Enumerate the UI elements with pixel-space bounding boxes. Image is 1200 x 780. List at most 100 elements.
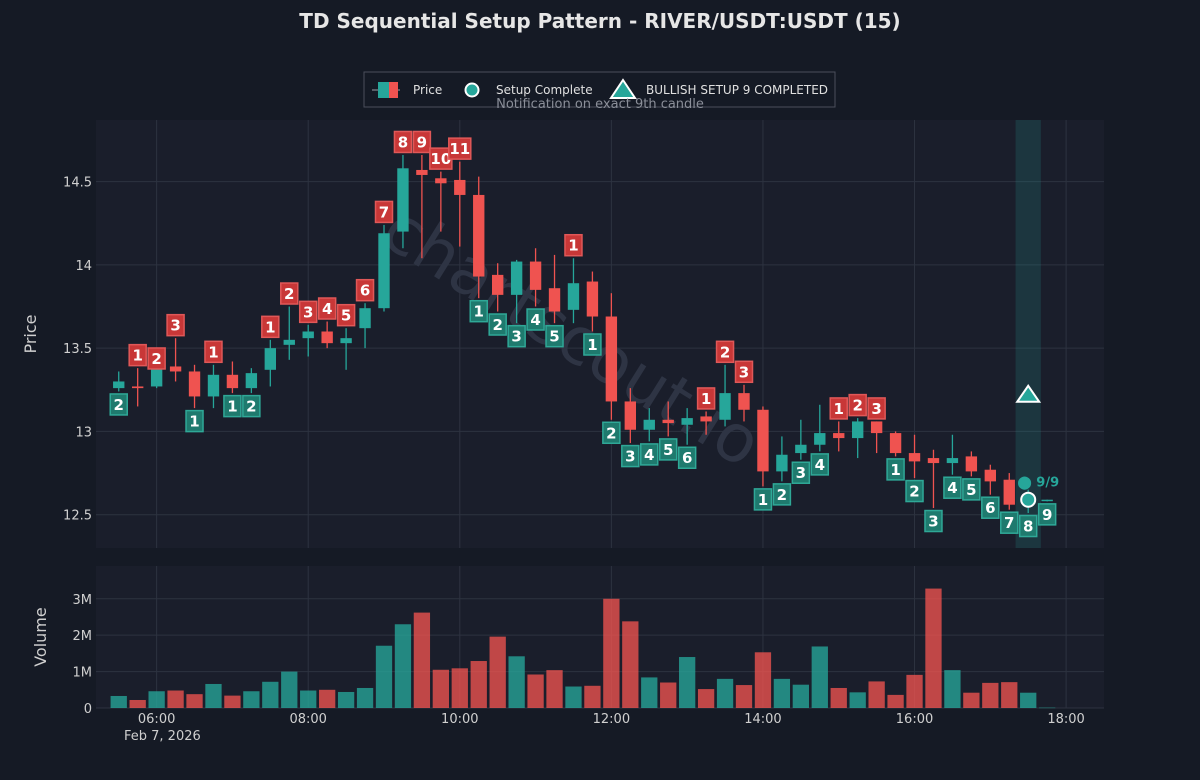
td-count-box [640,443,659,466]
td-count-label: 3 [511,328,521,346]
volume-bar [432,669,449,708]
td-count-box [602,421,621,445]
td-count-box [488,313,507,336]
td-count-box [355,278,375,302]
td-count-box [867,397,886,420]
volume-bar [527,674,544,708]
candle-body [132,386,144,389]
td-count-label: 3 [928,513,938,531]
td-count-label: 2 [720,343,730,361]
volume-bar [697,689,715,708]
candle-body [150,368,163,387]
volume-bar [603,598,620,708]
td-count-box [317,297,337,320]
volume-tick-label: 1M [73,666,93,681]
td-count-label: 1 [758,491,768,509]
candle-body [435,178,447,184]
td-count-label: 2 [492,316,502,334]
legend-candle-down [389,82,398,98]
candle-body [1041,499,1053,502]
legend-circle-icon [464,82,480,98]
candle-body [908,453,921,462]
volume-bar [906,674,923,708]
td-count-label: 4 [644,446,654,464]
volume-bar [830,687,847,708]
legend-label-price: Price [413,83,442,97]
volume-bar [546,670,563,708]
volume-bar [375,645,393,708]
td-count-box [677,446,697,469]
volume-bar [982,682,999,708]
setup-highlight-rect [1015,120,1041,548]
td-count-label: 9 [417,133,427,151]
volume-bar [641,677,658,708]
td-count-box [280,282,299,305]
candle-body [188,371,201,397]
candle-body [643,419,655,430]
time-tick-label: 08:00 [289,712,326,727]
setup-markers: ⬤ 9/9 [1015,384,1059,508]
td-count-box [791,461,811,484]
candle-body [378,233,390,309]
td-count-box [166,313,185,337]
td-count-label: 1 [701,390,711,408]
td-count-label: 1 [890,461,900,479]
candle-body [567,283,580,310]
td-count-label: 1 [189,413,199,431]
candle-body [833,433,845,439]
td-count-label: 5 [549,328,559,346]
td-count-box [829,397,848,420]
volume-bar [584,685,601,708]
td-count-box [715,340,735,364]
time-tick-label: 18:00 [1047,712,1084,727]
time-tick-label: 16:00 [896,712,933,727]
td-count-box [621,444,640,468]
candle-body [1003,479,1015,505]
volume-bar [300,690,317,708]
volume-bar [508,656,525,708]
volume-bar [129,699,146,708]
td-count-box [204,340,223,364]
volume-bar [148,691,165,708]
time-tick-label: 06:00 [138,712,175,727]
td-count-label: 2 [852,397,862,415]
price-tick-label: 13.5 [63,342,92,357]
td-count-box [772,483,792,506]
candle-body [814,433,826,445]
candle-body [852,421,864,439]
td-count-box [393,130,413,154]
candle-body [510,261,523,295]
td-count-label: 3 [796,464,806,482]
td-count-label: 8 [1023,518,1033,536]
volume-bar [679,657,696,708]
candle-body [586,281,599,317]
volume-bar [205,683,222,708]
chart-title: TD Sequential Setup Pattern - RIVER/USDT… [299,9,900,33]
candle-body [984,469,996,482]
candle-body [870,421,883,434]
td-count-label: 5 [341,307,351,325]
legend-candle-up [378,82,389,98]
candle-body [473,194,485,277]
td-count-box [583,333,602,356]
legend-label-bullish-setup: BULLISH SETUP 9 COMPLETED [646,83,828,97]
td-count-label: 1 [227,398,237,416]
td-count-label: 2 [284,285,294,303]
candle-body [416,169,428,175]
candle-body [169,366,182,372]
volume-bar [716,678,734,708]
volume-bar [243,691,260,708]
candle-body [965,456,978,472]
candle-body [207,374,220,397]
candle-body [454,179,466,195]
candle-body [700,416,712,422]
candle-body [795,444,807,454]
td-count-box [1018,514,1038,538]
volume-axis-label: Volume [31,607,50,667]
volume-bar [811,646,828,708]
td-count-box [905,479,924,503]
td-count-label: 6 [682,449,692,467]
legend-candle-icon [372,82,400,98]
candle-body [226,374,239,389]
